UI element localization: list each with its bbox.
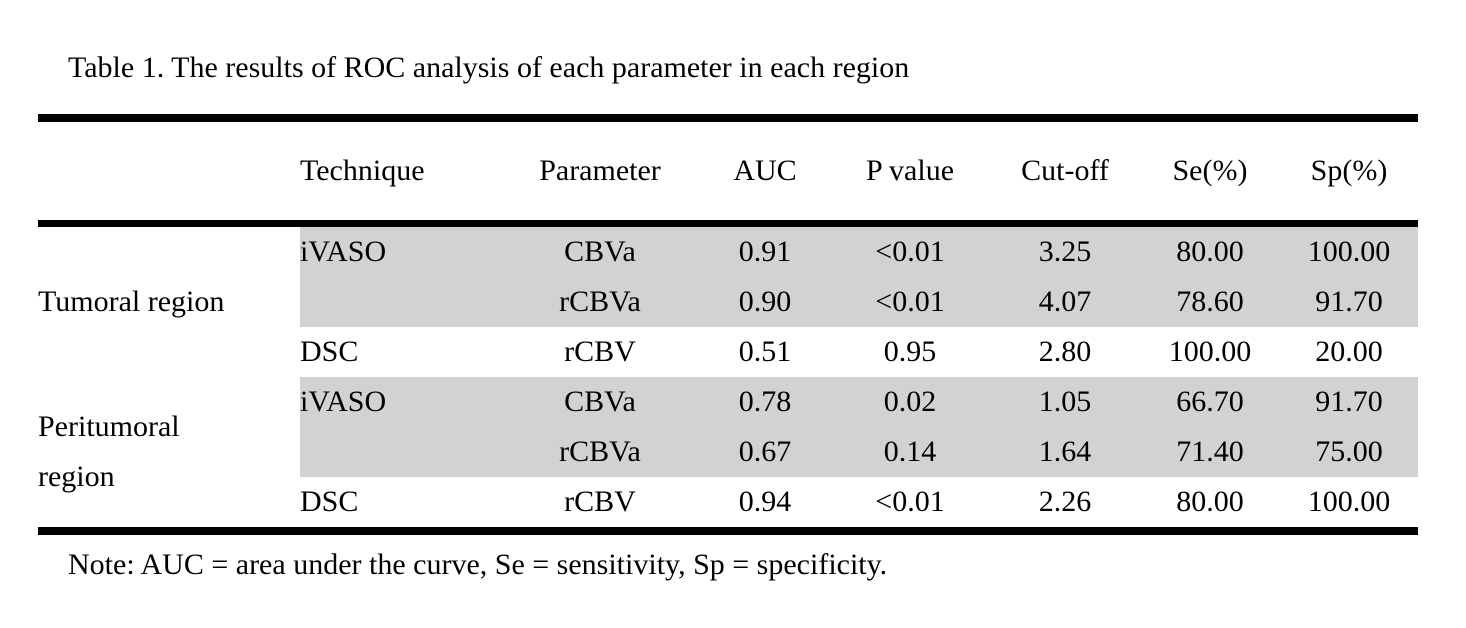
cutoff-cell: 3.25	[990, 223, 1140, 277]
cutoff-cell: 1.05	[990, 377, 1140, 427]
parameter-cell: rCBVa	[500, 277, 700, 327]
parameter-cell: CBVa	[500, 223, 700, 277]
technique-cell: iVASO	[300, 377, 500, 427]
sp-cell: 75.00	[1280, 427, 1418, 477]
se-cell: 66.70	[1140, 377, 1280, 427]
header-row: Technique Parameter AUC P value Cut-off …	[38, 118, 1418, 227]
column-header-technique: Technique	[300, 118, 500, 227]
cutoff-cell: 4.07	[990, 277, 1140, 327]
technique-cell: iVASO	[300, 223, 500, 277]
se-cell: 78.60	[1140, 277, 1280, 327]
se-cell: 80.00	[1140, 223, 1280, 277]
p-value-cell: 0.02	[830, 377, 990, 427]
cutoff-cell: 2.26	[1038, 485, 1092, 518]
roc-results-table: Technique Parameter AUC P value Cut-off …	[38, 114, 1418, 535]
sp-cell: 100.00	[1307, 485, 1391, 518]
se-cell: 71.40	[1140, 427, 1280, 477]
sp-cell: 91.70	[1280, 377, 1418, 427]
column-header-cutoff: Cut-off	[990, 118, 1140, 227]
technique-cell: DSC	[300, 335, 359, 368]
cutoff-cell: 2.80	[1038, 335, 1092, 368]
parameter-cell: rCBV	[564, 485, 636, 518]
se-cell: 80.00	[1176, 485, 1244, 518]
auc-cell: 0.67	[700, 427, 830, 477]
sp-cell: 91.70	[1280, 277, 1418, 327]
auc-cell: 0.51	[738, 335, 792, 368]
auc-cell: 0.94	[738, 485, 792, 518]
table-row: Peritumoral region iVASO CBVa 0.78 0.02 …	[38, 377, 1418, 531]
sp-cell: 20.00	[1315, 335, 1383, 368]
region-cell: Peritumoral region	[38, 377, 300, 531]
p-value-cell: <0.01	[830, 277, 990, 327]
region-cell: Tumoral region	[38, 223, 300, 377]
column-header-region	[38, 118, 300, 227]
p-value-cell: 0.95	[883, 335, 937, 368]
column-header-sp: Sp(%)	[1280, 118, 1418, 227]
auc-cell: 0.90	[700, 277, 830, 327]
table-row: rCBVa 0.67 0.14 1.64 71.40 75.00	[38, 427, 1418, 477]
column-header-p-value: P value	[830, 118, 990, 227]
table-note: Note: AUC = area under the curve, Se = s…	[68, 548, 888, 581]
parameter-cell: rCBV	[564, 335, 636, 368]
technique-cell	[300, 277, 500, 327]
technique-cell: DSC	[300, 485, 359, 518]
column-header-parameter: Parameter	[500, 118, 700, 227]
p-value-cell: 0.14	[830, 427, 990, 477]
column-header-se: Se(%)	[1140, 118, 1280, 227]
table-row: Tumoral region iVASO CBVa 0.91 <0.01 3.2…	[38, 223, 1418, 377]
auc-cell: 0.78	[700, 377, 830, 427]
table-row: rCBVa 0.90 <0.01 4.07 78.60 91.70	[38, 277, 1418, 327]
se-cell: 100.00	[1168, 335, 1252, 368]
p-value-cell: <0.01	[830, 223, 990, 277]
sp-cell: 100.00	[1280, 223, 1418, 277]
table-row: DSC rCBV 0.94 <0.01 2.26 80.00 100.00	[38, 477, 1418, 531]
table-row: DSC rCBV 0.51 0.95 2.80 100.00 20.00	[38, 327, 1418, 377]
cutoff-cell: 1.64	[990, 427, 1140, 477]
parameter-cell: rCBVa	[500, 427, 700, 477]
auc-cell: 0.91	[700, 223, 830, 277]
table-title: Table 1. The results of ROC analysis of …	[68, 51, 910, 84]
technique-cell	[300, 427, 500, 477]
column-header-auc: AUC	[700, 118, 830, 227]
parameter-cell: CBVa	[500, 377, 700, 427]
p-value-cell: <0.01	[875, 485, 945, 518]
